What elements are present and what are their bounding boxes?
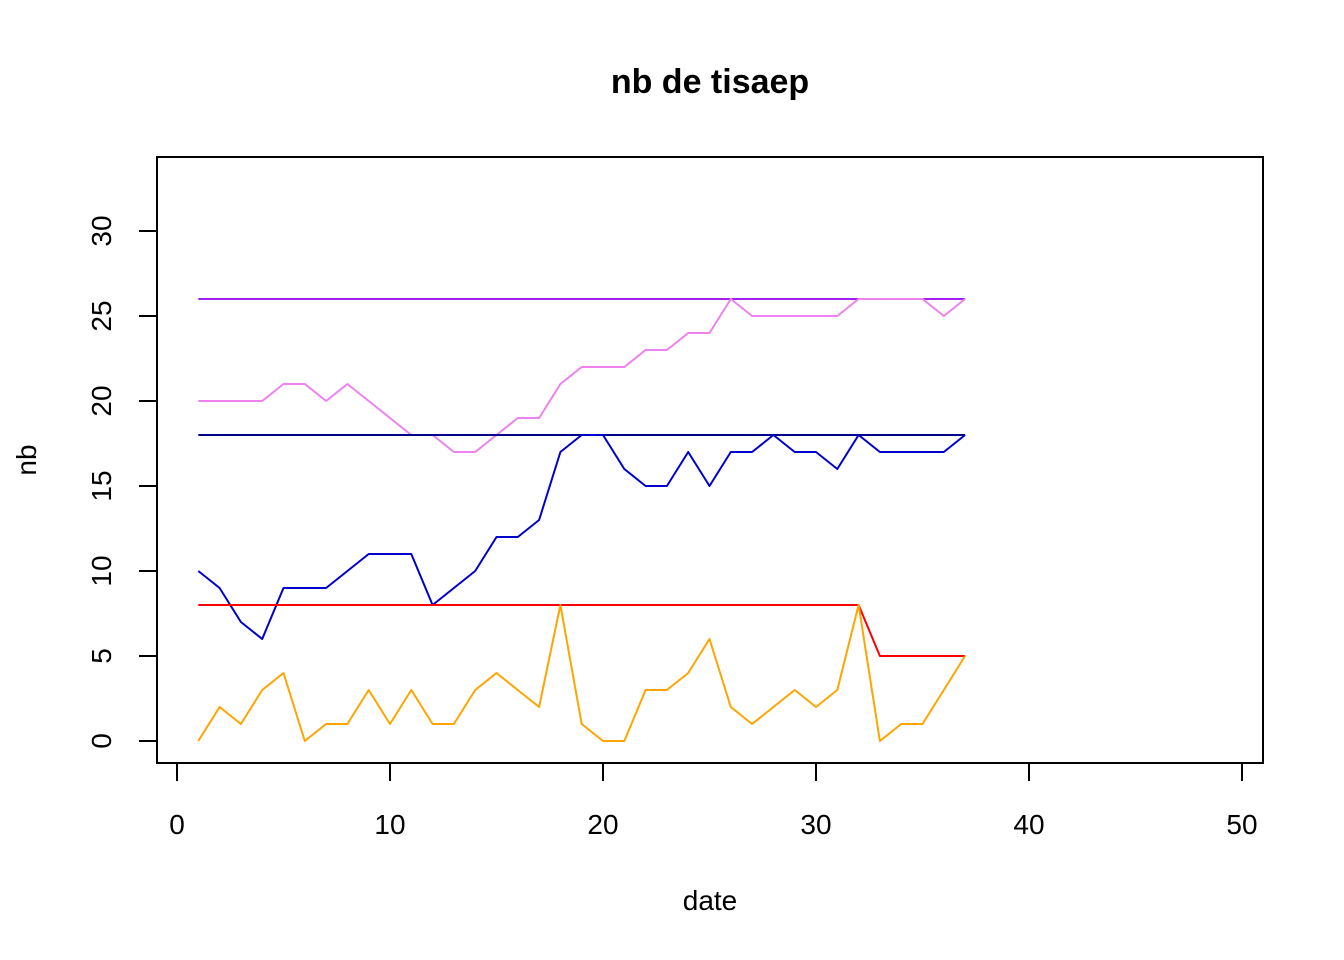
- y-axis-label: nb: [11, 444, 42, 475]
- series-line-4: [197, 434, 966, 640]
- x-tick-label: 30: [800, 809, 831, 840]
- series-line-5: [198, 604, 966, 657]
- x-tick-label: 20: [587, 809, 618, 840]
- y-tick-label: 5: [86, 648, 117, 664]
- x-tick-label: 40: [1013, 809, 1044, 840]
- chart-title: nb de tisaep: [611, 63, 809, 101]
- series-line-2: [198, 298, 966, 453]
- x-tick-label: 50: [1226, 809, 1257, 840]
- plot-frame: [156, 156, 1264, 764]
- series-layer: [197, 298, 966, 742]
- series-line-6: [197, 604, 966, 742]
- x-tick-label: 10: [374, 809, 405, 840]
- x-tick-label: 0: [169, 809, 185, 840]
- x-axis-label: date: [683, 885, 738, 916]
- y-tick-label: 30: [86, 215, 117, 246]
- y-axis: 0 5 10 15 20 25 30: [86, 215, 158, 749]
- y-tick-label: 10: [86, 555, 117, 586]
- x-axis: 0 10 20 30 40 50: [169, 762, 1258, 840]
- y-tick-label: 0: [86, 733, 117, 749]
- y-tick-label: 25: [86, 300, 117, 331]
- y-tick-label: 15: [86, 470, 117, 501]
- y-tick-label: 20: [86, 385, 117, 416]
